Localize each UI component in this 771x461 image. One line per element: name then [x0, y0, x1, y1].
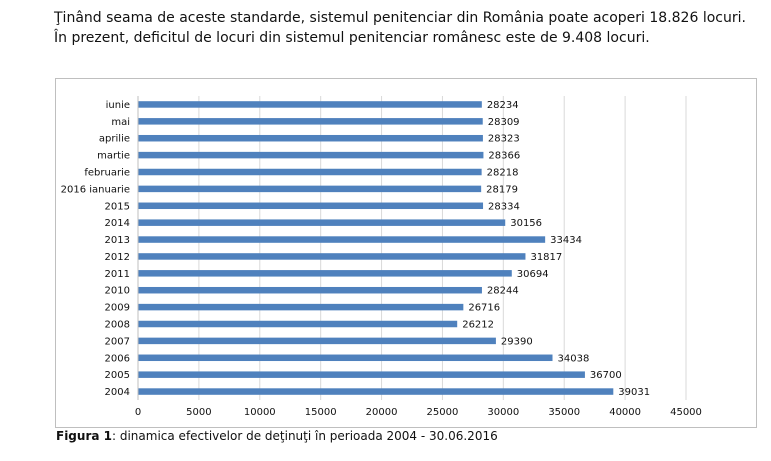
bar-chart: 0 5000 10000 15000 20000 25000 30000 35000 40000…	[61, 96, 702, 418]
intro-line-1: Ţinând seama de aceste standarde, sistem…	[54, 10, 746, 26]
bar-value-label: 31817	[530, 252, 562, 263]
x-tick-label: 45000	[670, 407, 702, 418]
bar-value-label: 28179	[486, 184, 518, 195]
bar	[138, 286, 482, 294]
bar-value-label: 26716	[468, 303, 500, 314]
y-category-label: 2004	[105, 387, 130, 398]
x-tick-label: 10000	[244, 407, 276, 418]
bar	[138, 101, 482, 108]
y-category-label: 2005	[105, 370, 130, 381]
bar-value-label: 28334	[488, 201, 520, 212]
bar	[138, 320, 458, 328]
y-category-label: 2008	[105, 320, 130, 331]
y-category-label: februarie	[84, 168, 130, 179]
bar	[138, 337, 496, 345]
bar	[138, 134, 483, 142]
y-category-label: 2013	[105, 235, 130, 246]
x-tick-label: 30000	[487, 407, 519, 418]
y-category-label: 2014	[105, 218, 130, 229]
bar-value-label: 28309	[488, 117, 520, 128]
y-category-label: 2007	[105, 336, 130, 347]
bar-value-label: 28366	[488, 151, 520, 162]
bar-value-label: 39031	[618, 387, 650, 398]
x-tick-label: 0	[135, 407, 141, 418]
y-category-label: 2016 ianuarie	[61, 184, 130, 195]
x-tick-label: 5000	[186, 407, 211, 418]
x-tick-label: 35000	[548, 407, 580, 418]
bar-value-label: 28234	[487, 100, 519, 111]
y-category-label: aprilie	[99, 134, 130, 145]
y-category-label: 2011	[105, 269, 130, 280]
bar	[138, 371, 585, 378]
bar-value-label: 28244	[487, 286, 519, 297]
y-category-label: 2009	[105, 303, 130, 314]
y-category-label: 2012	[105, 252, 130, 263]
x-tick-label: 25000	[427, 407, 459, 418]
bar	[138, 168, 482, 176]
y-category-label: mai	[111, 117, 130, 128]
chart-frame: 0 5000 10000 15000 20000 25000 30000 35000 40000…	[55, 78, 757, 428]
bar	[138, 219, 506, 226]
bar-value-label: 36700	[590, 370, 622, 381]
caption-label: Figura 1	[56, 429, 112, 443]
bar	[138, 151, 484, 159]
bar-value-label: 30694	[517, 269, 549, 280]
bar-value-label: 26212	[462, 320, 494, 331]
y-category-label: martie	[97, 151, 130, 162]
intro-text: Ţinând seama de aceste standarde, sistem…	[54, 8, 764, 48]
bar	[138, 303, 464, 311]
y-category-label: iunie	[106, 100, 130, 111]
y-category-label: 2015	[105, 201, 130, 212]
bar-value-label: 33434	[550, 235, 582, 246]
bar	[138, 118, 483, 125]
bar-value-label: 28323	[488, 134, 520, 145]
bar-value-label: 34038	[558, 353, 590, 364]
figure-caption: Figura 1: dinamica efectivelor de deţinu…	[56, 429, 498, 443]
bar	[138, 388, 614, 395]
bar	[138, 270, 512, 277]
x-tick-label: 20000	[366, 407, 398, 418]
intro-line-2: În prezent, deficitul de locuri din sist…	[54, 30, 650, 46]
bar	[138, 253, 526, 260]
bar	[138, 202, 484, 210]
y-category-label: 2010	[105, 286, 130, 297]
y-category-label: 2006	[105, 353, 130, 364]
bar	[138, 236, 546, 243]
x-tick-label: 15000	[305, 407, 337, 418]
bar-value-label: 29390	[501, 336, 533, 347]
bar-value-label: 28218	[487, 168, 519, 179]
bar-value-label: 30156	[510, 218, 542, 229]
bar	[138, 354, 553, 362]
bar	[138, 185, 482, 193]
caption-text: : dinamica efectivelor de deţinuţi în pe…	[112, 429, 498, 443]
x-tick-label: 40000	[609, 407, 641, 418]
